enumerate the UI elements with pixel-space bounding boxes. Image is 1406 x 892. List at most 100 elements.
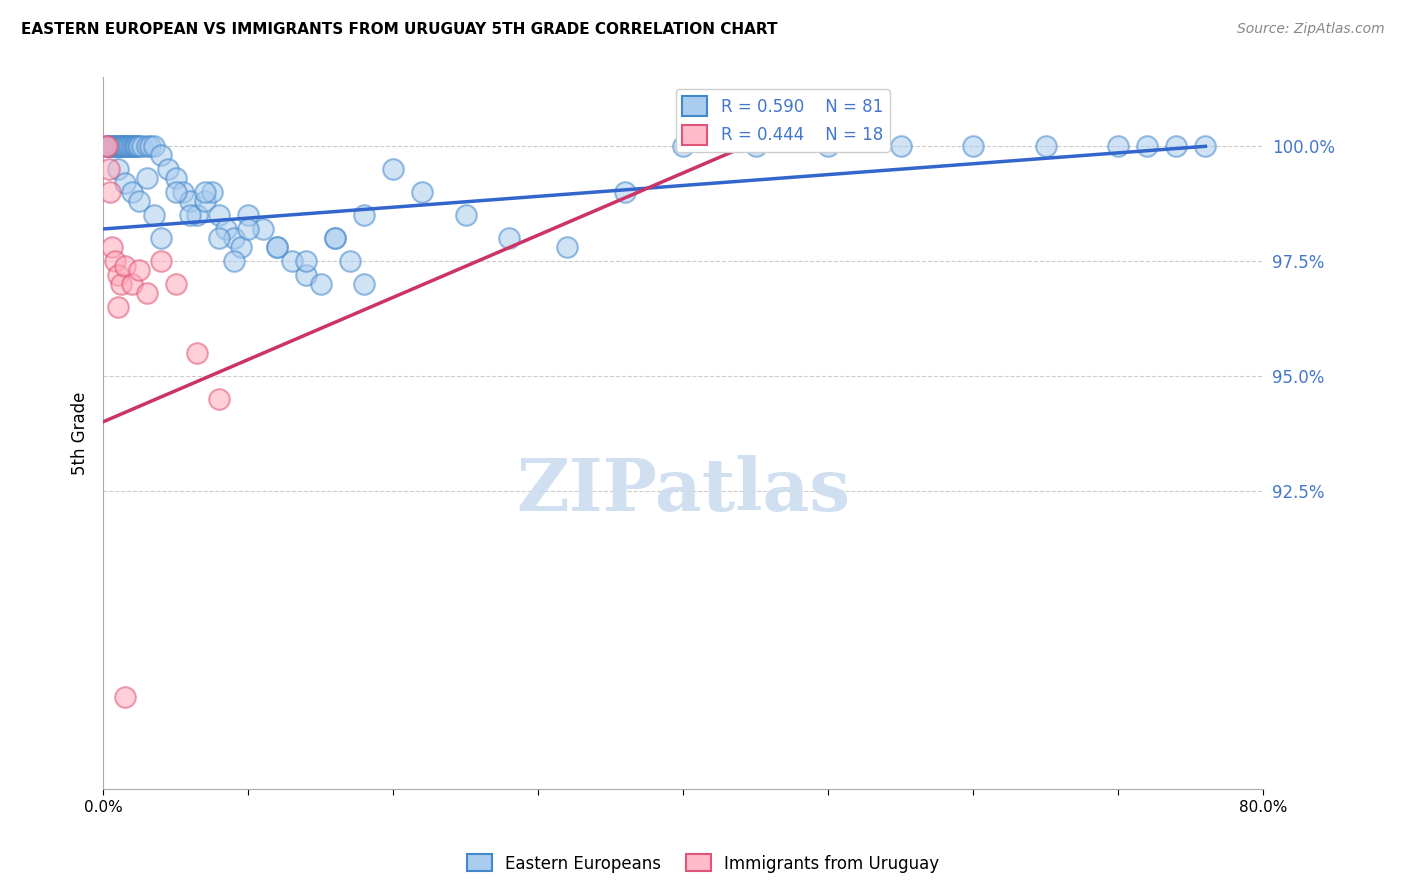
Point bbox=[1035, 139, 1057, 153]
Point bbox=[118, 139, 141, 153]
Text: EASTERN EUROPEAN VS IMMIGRANTS FROM URUGUAY 5TH GRADE CORRELATION CHART: EASTERN EUROPEAN VS IMMIGRANTS FROM URUG… bbox=[21, 22, 778, 37]
Point bbox=[186, 346, 208, 360]
Point bbox=[115, 139, 138, 153]
Legend: Eastern Europeans, Immigrants from Uruguay: Eastern Europeans, Immigrants from Urugu… bbox=[460, 847, 946, 880]
Point bbox=[411, 186, 433, 200]
Point bbox=[101, 139, 124, 153]
Point bbox=[135, 139, 157, 153]
Point bbox=[131, 139, 153, 153]
Point bbox=[266, 240, 288, 254]
Point bbox=[104, 139, 127, 153]
Point bbox=[96, 139, 118, 153]
Point bbox=[323, 231, 346, 245]
Point bbox=[222, 254, 245, 268]
Point bbox=[114, 690, 136, 705]
Point bbox=[94, 139, 117, 153]
Point bbox=[150, 231, 173, 245]
Point bbox=[100, 139, 122, 153]
Point bbox=[208, 392, 231, 406]
Point bbox=[107, 139, 129, 153]
Point bbox=[101, 240, 124, 254]
Point bbox=[142, 139, 165, 153]
Point bbox=[165, 186, 187, 200]
Point bbox=[157, 162, 180, 177]
Point bbox=[745, 139, 768, 153]
Point bbox=[121, 139, 143, 153]
Point bbox=[672, 139, 695, 153]
Point bbox=[194, 194, 217, 209]
Text: Source: ZipAtlas.com: Source: ZipAtlas.com bbox=[1237, 22, 1385, 37]
Point bbox=[353, 208, 375, 222]
Point bbox=[238, 208, 260, 222]
Point bbox=[252, 222, 274, 236]
Point bbox=[238, 222, 260, 236]
Point bbox=[382, 162, 405, 177]
Point bbox=[962, 139, 984, 153]
Point bbox=[179, 208, 201, 222]
Point bbox=[454, 208, 477, 222]
Point bbox=[96, 139, 118, 153]
Point bbox=[498, 231, 520, 245]
Point bbox=[100, 186, 122, 200]
Point bbox=[128, 139, 150, 153]
Point bbox=[110, 139, 132, 153]
Point bbox=[890, 139, 912, 153]
Point bbox=[107, 268, 129, 282]
Point bbox=[323, 231, 346, 245]
Point bbox=[280, 254, 302, 268]
Point bbox=[128, 263, 150, 277]
Text: ZIPatlas: ZIPatlas bbox=[516, 455, 851, 525]
Point bbox=[1194, 139, 1216, 153]
Point bbox=[112, 139, 135, 153]
Point bbox=[194, 186, 217, 200]
Point bbox=[142, 208, 165, 222]
Point bbox=[110, 277, 132, 291]
Point bbox=[208, 208, 231, 222]
Point bbox=[135, 286, 157, 301]
Point bbox=[215, 222, 238, 236]
Point bbox=[208, 231, 231, 245]
Point bbox=[229, 240, 252, 254]
Point bbox=[111, 139, 134, 153]
Point bbox=[138, 139, 160, 153]
Point bbox=[353, 277, 375, 291]
Point bbox=[105, 139, 128, 153]
Point bbox=[128, 194, 150, 209]
Point bbox=[295, 254, 318, 268]
Point bbox=[121, 186, 143, 200]
Point bbox=[103, 139, 125, 153]
Point bbox=[114, 139, 136, 153]
Point bbox=[108, 139, 131, 153]
Point bbox=[339, 254, 361, 268]
Point bbox=[309, 277, 332, 291]
Point bbox=[125, 139, 148, 153]
Point bbox=[124, 139, 146, 153]
Point bbox=[107, 162, 129, 177]
Point bbox=[186, 208, 208, 222]
Point bbox=[179, 194, 201, 209]
Point bbox=[222, 231, 245, 245]
Point bbox=[127, 139, 149, 153]
Point bbox=[114, 176, 136, 190]
Point bbox=[120, 139, 142, 153]
Point bbox=[121, 277, 143, 291]
Point bbox=[1107, 139, 1129, 153]
Point bbox=[114, 259, 136, 273]
Point bbox=[150, 148, 173, 162]
Point bbox=[165, 277, 187, 291]
Point bbox=[172, 186, 194, 200]
Point bbox=[135, 171, 157, 186]
Y-axis label: 5th Grade: 5th Grade bbox=[72, 392, 89, 475]
Point bbox=[817, 139, 839, 153]
Point bbox=[266, 240, 288, 254]
Point bbox=[165, 171, 187, 186]
Point bbox=[117, 139, 139, 153]
Point bbox=[201, 186, 224, 200]
Point bbox=[555, 240, 578, 254]
Point bbox=[1136, 139, 1159, 153]
Point bbox=[104, 254, 127, 268]
Point bbox=[97, 162, 120, 177]
Point bbox=[107, 300, 129, 314]
Point bbox=[97, 139, 120, 153]
Point bbox=[614, 186, 637, 200]
